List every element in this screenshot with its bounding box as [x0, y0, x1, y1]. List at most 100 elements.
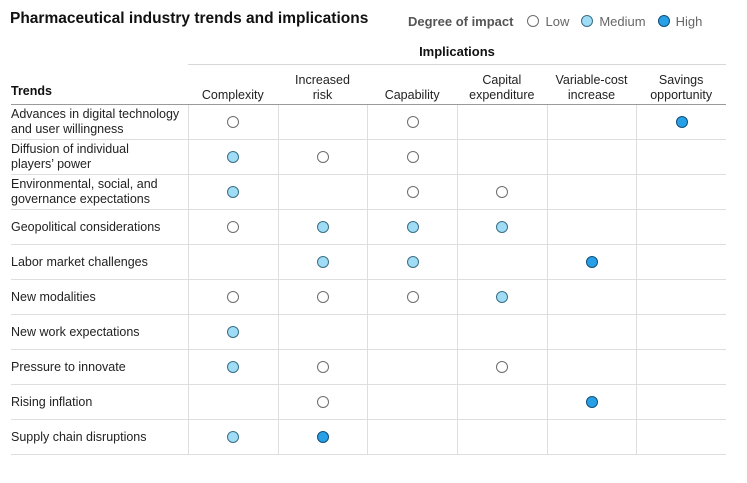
column-header-increased-risk: Increased risk — [295, 73, 350, 102]
table-cell — [277, 280, 368, 314]
table-cell — [546, 175, 637, 209]
trend-label: New work expectations — [11, 324, 140, 339]
medium-impact-dot-icon — [227, 186, 240, 198]
table-cell — [546, 385, 637, 419]
legend-label-medium: Medium — [599, 13, 646, 29]
table-cell — [367, 350, 457, 384]
table-row: New modalities — [11, 280, 726, 315]
table-row: New work expectations — [11, 315, 726, 350]
column-header-complexity: Complexity — [201, 88, 264, 102]
table-cell — [188, 105, 278, 139]
table-cell — [457, 245, 547, 279]
table-row: Labor market challenges — [11, 245, 726, 280]
page-title: Pharmaceutical industry trends and impli… — [10, 10, 369, 27]
trend-label: Rising inflation — [11, 394, 93, 409]
table-cell — [277, 175, 368, 209]
table-cell — [277, 420, 368, 454]
trends-header: Trends — [11, 84, 52, 98]
table-cell — [457, 385, 547, 419]
legend-label-low: Low — [545, 13, 570, 29]
low-impact-dot-icon — [227, 116, 240, 128]
table-cell — [636, 105, 726, 139]
high-impact-dot-icon — [586, 396, 598, 408]
table-row: Environmental, social, and governance ex… — [11, 175, 726, 210]
table-cell — [367, 210, 457, 244]
high-impact-dot-icon — [586, 256, 598, 268]
table-row: Geopolitical considerations — [11, 210, 726, 245]
low-impact-dot-icon — [527, 15, 540, 27]
high-impact-dot-icon — [316, 431, 329, 443]
table-cell — [636, 385, 726, 419]
medium-impact-dot-icon — [227, 326, 240, 338]
low-impact-dot-icon — [496, 186, 509, 198]
table-cell — [188, 420, 278, 454]
medium-impact-dot-icon — [316, 221, 329, 233]
impact-legend: Degree of impact Low Medium High — [408, 13, 702, 29]
table-cell — [457, 350, 547, 384]
table-cell — [546, 350, 637, 384]
table-cell — [367, 105, 457, 139]
table-cell — [457, 420, 547, 454]
medium-impact-dot-icon — [316, 256, 329, 268]
low-impact-dot-icon — [227, 221, 240, 233]
medium-impact-dot-icon — [496, 221, 509, 233]
header-divider — [11, 104, 726, 105]
legend-label-high: High — [675, 13, 703, 29]
legend-item-low: Low — [527, 14, 569, 29]
table-cell — [188, 245, 278, 279]
table-cell — [546, 280, 637, 314]
table-cell — [188, 350, 278, 384]
table-cell — [188, 140, 278, 174]
trend-label: Advances in digital technology and user … — [11, 107, 180, 136]
low-impact-dot-icon — [316, 291, 329, 303]
table-row: Diffusion of individual players’ power — [11, 140, 726, 175]
table-cell — [367, 245, 457, 279]
low-impact-dot-icon — [406, 186, 419, 198]
low-impact-dot-icon — [227, 291, 240, 303]
medium-impact-dot-icon — [406, 256, 419, 268]
table-row: Advances in digital technology and user … — [11, 105, 726, 140]
table-cell — [636, 280, 726, 314]
implications-header: Implications — [419, 44, 495, 59]
legend-item-medium: Medium — [581, 13, 646, 29]
trend-label: Labor market challenges — [11, 254, 148, 269]
table-cell — [277, 210, 368, 244]
table-cell — [367, 385, 457, 419]
trend-label: Environmental, social, and governance ex… — [11, 177, 158, 206]
table-cell — [636, 420, 726, 454]
medium-impact-dot-icon — [227, 151, 240, 163]
table-cell — [636, 245, 726, 279]
table-cell — [636, 315, 726, 349]
table-cell — [457, 105, 547, 139]
table-cell — [546, 245, 637, 279]
table-cell — [367, 420, 457, 454]
low-impact-dot-icon — [316, 396, 329, 408]
table-row: Pressure to innovate — [11, 350, 726, 385]
trend-label: Diffusion of individual players’ power — [11, 142, 129, 171]
table-cell — [546, 420, 637, 454]
table-cell — [188, 315, 278, 349]
legend-item-high: High — [657, 13, 703, 29]
table-cell — [277, 385, 368, 419]
column-header-variable-cost-increase: Variable-cost increase — [555, 73, 628, 102]
table-cell — [457, 280, 547, 314]
table-cell — [546, 105, 637, 139]
high-impact-dot-icon — [657, 15, 670, 27]
high-impact-dot-icon — [675, 116, 688, 128]
table-cell — [457, 315, 547, 349]
table-cell — [636, 210, 726, 244]
trend-label: Geopolitical considerations — [11, 219, 161, 234]
column-header-capability: Capability — [384, 88, 440, 102]
low-impact-dot-icon — [496, 361, 509, 373]
table-cell — [277, 140, 368, 174]
table-cell — [367, 175, 457, 209]
table-cell — [457, 210, 547, 244]
table-cell — [636, 350, 726, 384]
table-cell — [546, 140, 637, 174]
table-cell — [367, 315, 457, 349]
medium-impact-dot-icon — [227, 361, 240, 373]
table-cell — [277, 315, 368, 349]
table-cell — [277, 350, 368, 384]
legend-title: Degree of impact — [408, 13, 514, 29]
table-cell — [277, 245, 368, 279]
